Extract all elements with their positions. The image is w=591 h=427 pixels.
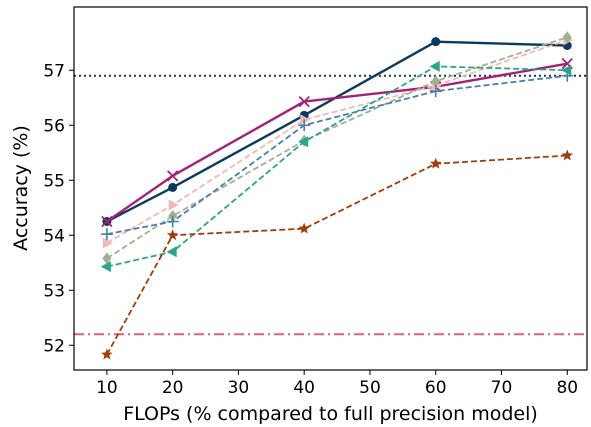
series-3-point: [168, 199, 179, 211]
x-tick-label: 10: [96, 378, 118, 398]
series-4-point: [431, 75, 441, 88]
series-7-point: [561, 149, 573, 161]
series-7-point: [101, 348, 113, 360]
series-4-line: [106, 36, 568, 260]
x-tick-label: 40: [293, 378, 315, 398]
y-tick-label: 52: [43, 336, 65, 356]
series-1-point: [168, 182, 178, 192]
x-tick-label: 30: [228, 378, 250, 398]
series-5-point: [429, 85, 442, 98]
y-tick-label: 55: [43, 171, 65, 191]
series-2-point: [167, 170, 179, 182]
series-6-point: [429, 60, 440, 72]
series-3-line: [106, 39, 568, 244]
y-axis-label: Accuracy (%): [10, 125, 32, 251]
plot-area: [69, 6, 588, 375]
series-1-point: [431, 37, 441, 47]
y-tick-label: 53: [43, 281, 65, 301]
series-6-point: [561, 64, 572, 76]
series-7-point: [166, 229, 179, 241]
y-tick-label: 54: [43, 226, 65, 246]
series-5-point: [298, 119, 311, 132]
series-5-point: [166, 215, 179, 228]
series-6-point: [298, 136, 309, 148]
x-tick-label: 50: [359, 378, 381, 398]
series-2-line: [106, 62, 568, 223]
series-4-point: [562, 31, 572, 44]
series-3-point: [300, 114, 311, 126]
series-6-point: [166, 246, 177, 258]
series-3-point: [102, 237, 113, 249]
y-tick-label: 56: [43, 116, 65, 136]
series-2-point: [101, 215, 113, 228]
series-7-point: [298, 222, 310, 234]
series-7-line: [106, 154, 568, 356]
y-tick-label: 57: [43, 61, 65, 81]
x-tick-label: 70: [491, 378, 513, 398]
plot-frame: [73, 6, 588, 371]
series-6-point: [100, 261, 111, 273]
series-4-point: [102, 252, 112, 265]
series-5-line: [106, 74, 568, 236]
x-axis-label: FLOPs (% compared to full precision mode…: [123, 403, 538, 425]
x-tick-label: 20: [162, 378, 184, 398]
x-tick-label: 60: [425, 378, 447, 398]
x-tick-label: 80: [556, 378, 578, 398]
series-7-point: [430, 157, 442, 169]
series-5-point: [100, 228, 113, 241]
series-2-point: [298, 95, 310, 108]
